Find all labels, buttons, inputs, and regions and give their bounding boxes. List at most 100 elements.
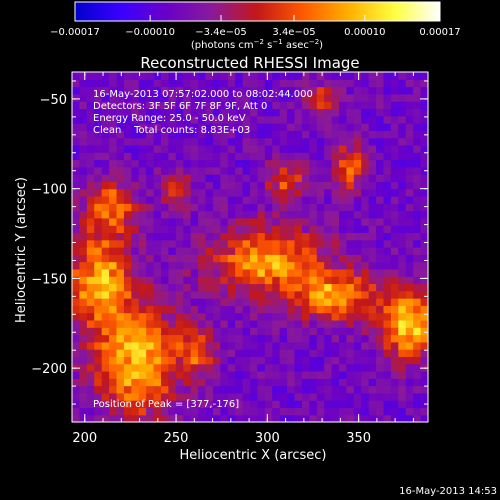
heatmap-cell (153, 225, 162, 234)
heatmap-cell (79, 276, 88, 285)
heatmap-cell (376, 385, 385, 394)
heatmap-cell (161, 72, 170, 80)
heatmap-cell (116, 232, 125, 241)
heatmap-cell (168, 210, 177, 219)
heatmap-cell (161, 378, 170, 387)
heatmap-cell (168, 378, 177, 387)
heatmap-cell (294, 319, 303, 328)
heatmap-cell (398, 334, 407, 343)
heatmap-cell (346, 86, 355, 95)
heatmap-cell (175, 152, 184, 161)
heatmap-cell (294, 349, 303, 357)
heatmap-cell (205, 327, 214, 336)
heatmap-cell (72, 363, 81, 372)
heatmap-cell (131, 298, 140, 306)
heatmap-cell (346, 298, 355, 306)
heatmap-cell (123, 144, 132, 153)
heatmap-cell (264, 225, 273, 234)
heatmap-cell (272, 341, 281, 350)
heatmap-cell (123, 130, 132, 139)
heatmap-cell (368, 152, 377, 161)
heatmap-cell (361, 225, 370, 234)
heatmap-cell (405, 239, 414, 248)
heatmap-cell (153, 101, 162, 110)
heatmap-cell (161, 239, 170, 248)
heatmap-cell (420, 392, 429, 401)
heatmap-cell (264, 283, 273, 292)
heatmap-cell (72, 159, 81, 168)
heatmap-cell (316, 159, 325, 168)
heatmap-cell (220, 276, 229, 285)
heatmap-cell (123, 356, 132, 365)
heatmap-cell (339, 181, 348, 190)
heatmap-cell (101, 392, 110, 401)
heatmap-cell (346, 349, 355, 357)
heatmap-cell (109, 79, 118, 88)
heatmap-cell (413, 283, 422, 292)
heatmap-cell (368, 385, 377, 394)
heatmap-cell (272, 72, 281, 80)
heatmap-cell (309, 319, 318, 328)
heatmap-cell (116, 305, 125, 314)
heatmap-cell (146, 356, 155, 365)
heatmap-cell (405, 254, 414, 263)
heatmap-cell (183, 210, 192, 219)
heatmap-cell (138, 334, 147, 343)
heatmap-cell (339, 130, 348, 139)
heatmap-cell (138, 195, 147, 204)
heatmap-cell (413, 400, 422, 409)
annotation-time-range: 16-May-2013 07:57:02.000 to 08:02:44.000 (93, 89, 313, 100)
heatmap-cell (235, 152, 244, 161)
heatmap-cell (175, 268, 184, 277)
heatmap-cell (198, 188, 207, 197)
heatmap-cell (294, 210, 303, 219)
heatmap-cell (250, 327, 259, 336)
heatmap-cell (264, 115, 273, 124)
heatmap-cell (109, 400, 118, 409)
heatmap-cell (72, 137, 81, 146)
heatmap-cell (146, 312, 155, 321)
heatmap-cell (346, 341, 355, 350)
heatmap-cell (183, 123, 192, 131)
heatmap-cell (405, 217, 414, 226)
heatmap-cell (138, 137, 147, 146)
heatmap-cell (116, 254, 125, 263)
heatmap-cell (279, 93, 288, 102)
heatmap-cell (72, 385, 81, 394)
heatmap-cell (368, 305, 377, 314)
heatmap-cell (383, 349, 392, 357)
heatmap-cell (109, 137, 118, 146)
heatmap-cell (257, 254, 266, 263)
heatmap-cell (138, 225, 147, 234)
heatmap-cell (368, 319, 377, 328)
heatmap-cell (309, 72, 318, 80)
heatmap-cell (175, 210, 184, 219)
heatmap-cell (101, 203, 110, 212)
heatmap-cell (131, 210, 140, 219)
heatmap-cell (190, 195, 199, 204)
heatmap-cell (227, 232, 236, 241)
heatmap-cell (138, 115, 147, 124)
heatmap-cell (250, 115, 259, 124)
heatmap-cell (301, 319, 310, 328)
heatmap-cell (346, 79, 355, 88)
heatmap-cell (220, 188, 229, 197)
heatmap-cell (72, 349, 81, 357)
heatmap-cell (316, 247, 325, 255)
heatmap-cell (190, 232, 199, 241)
heatmap-cell (153, 123, 162, 131)
heatmap-cell (413, 93, 422, 102)
heatmap-cell (257, 400, 266, 409)
heatmap-cell (287, 261, 296, 270)
heatmap-cell (420, 414, 429, 423)
heatmap-cell (324, 123, 333, 131)
x-tick-label: 200 (72, 431, 97, 446)
heatmap-cell (153, 392, 162, 401)
heatmap-cell (339, 268, 348, 277)
heatmap-cell (227, 268, 236, 277)
heatmap-cell (161, 298, 170, 306)
heatmap-cell (279, 400, 288, 409)
heatmap-cell (86, 86, 95, 95)
heatmap-cell (242, 370, 251, 379)
heatmap-cell (405, 181, 414, 190)
